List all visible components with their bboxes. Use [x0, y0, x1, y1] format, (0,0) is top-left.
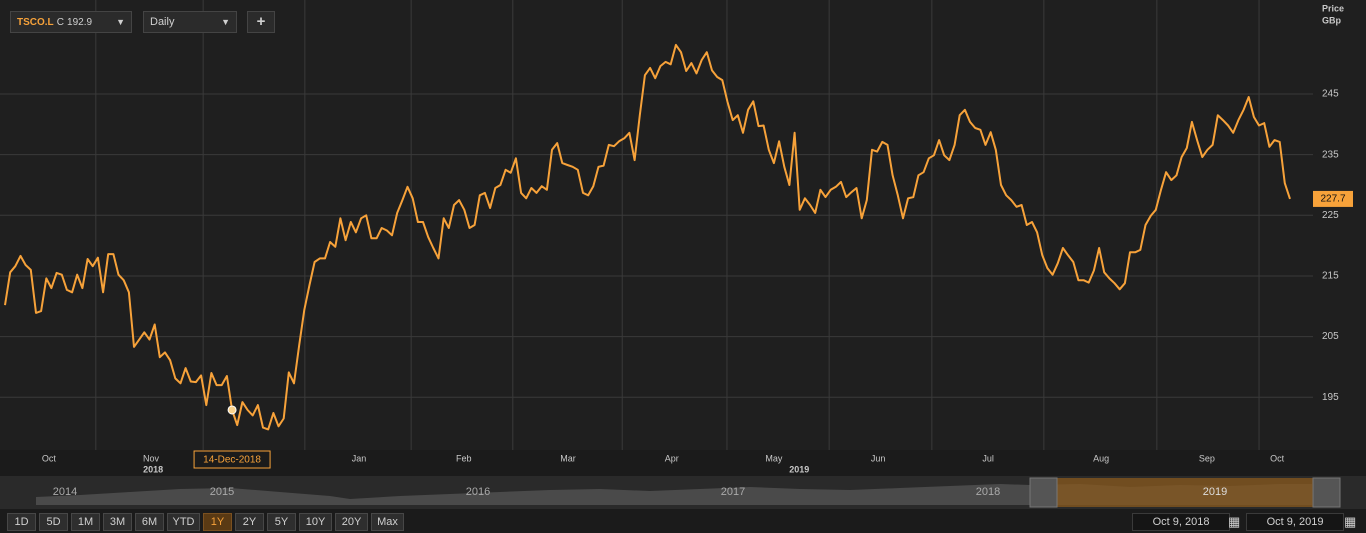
dropdown-arrow: ▼: [116, 17, 125, 27]
x-tick-label: Jun: [871, 453, 886, 463]
plot-background: [0, 0, 1366, 450]
range-button[interactable]: Max: [371, 513, 404, 531]
y-tick-label: 215: [1322, 271, 1339, 282]
x-tick-label: Mar: [560, 453, 576, 463]
close-label: C: [56, 17, 64, 28]
range-button[interactable]: 6M: [135, 513, 164, 531]
year-label: 2019: [789, 464, 809, 474]
date-to[interactable]: Oct 9, 2019: [1246, 513, 1344, 531]
cursor-point: [227, 405, 237, 415]
y-axis-label: Price: [1322, 3, 1344, 13]
navigator-handle[interactable]: [1312, 477, 1341, 508]
navigator-selection[interactable]: [1057, 478, 1313, 507]
range-button[interactable]: 3M: [103, 513, 132, 531]
grid: [0, 0, 1313, 450]
x-tick-label: Nov: [143, 453, 160, 463]
navigator-background: [0, 476, 1366, 509]
navigator-year: 2014: [53, 486, 77, 498]
range-button[interactable]: 5Y: [267, 513, 296, 531]
range-button[interactable]: 1M: [71, 513, 100, 531]
range-button[interactable]: 2Y: [235, 513, 264, 531]
close-value: 192.9: [67, 17, 93, 28]
navigator-year: 2017: [721, 486, 745, 498]
y-axis-label: GBp: [1322, 15, 1342, 25]
calendar-icon[interactable]: ▦: [1344, 514, 1357, 529]
navigator-area: [36, 484, 1312, 505]
range-button[interactable]: YTD: [167, 513, 200, 531]
y-tick-label: 205: [1322, 331, 1339, 342]
navigator-year: 2015: [210, 486, 234, 498]
year-label: 2018: [143, 464, 163, 474]
price-line: [4, 43, 1291, 431]
y-tick-label: 235: [1322, 149, 1339, 160]
interval-box[interactable]: Daily ▼: [143, 11, 237, 33]
symbol: TSCO.L: [17, 17, 54, 28]
range-button[interactable]: 1D: [7, 513, 36, 531]
axis-background: [1313, 0, 1366, 450]
range-button[interactable]: 1Y: [203, 513, 232, 531]
x-tick-label: May: [765, 453, 783, 463]
y-tick-label: 225: [1322, 210, 1339, 221]
x-tick-label: Feb: [456, 453, 472, 463]
x-tick-label: Oct: [42, 453, 57, 463]
range-button[interactable]: 10Y: [299, 513, 332, 531]
navigator-handle[interactable]: [1029, 477, 1058, 508]
x-tick-label: Jan: [352, 453, 367, 463]
add-button[interactable]: +: [247, 11, 275, 33]
y-tick-label: 245: [1322, 89, 1339, 100]
navigator-year: 2016: [466, 486, 490, 498]
navigator-year: 2019: [1203, 486, 1227, 498]
interval: Daily: [150, 16, 175, 28]
last-value-label: 227.7: [1320, 194, 1345, 205]
symbol-box[interactable]: TSCO.L C 192.9 ▼: [10, 11, 132, 33]
x-tick-label: Apr: [665, 453, 679, 463]
navigator-year: 2018: [976, 486, 1000, 498]
dropdown-arrow: ▼: [221, 17, 230, 27]
range-button[interactable]: 20Y: [335, 513, 368, 531]
date-from[interactable]: Oct 9, 2018: [1132, 513, 1230, 531]
last-value-box: [1313, 190, 1353, 207]
y-tick-label: 195: [1322, 392, 1339, 403]
range-button[interactable]: 5D: [39, 513, 68, 531]
cursor-label-box: [193, 450, 271, 469]
cursor-label: 14-Dec-2018: [203, 455, 261, 466]
x-tick-label: Jul: [982, 453, 994, 463]
x-tick-label: Sep: [1199, 453, 1215, 463]
x-tick-label: Oct: [1270, 453, 1285, 463]
calendar-icon[interactable]: ▦: [1228, 514, 1241, 529]
x-tick-label: Aug: [1093, 453, 1109, 463]
